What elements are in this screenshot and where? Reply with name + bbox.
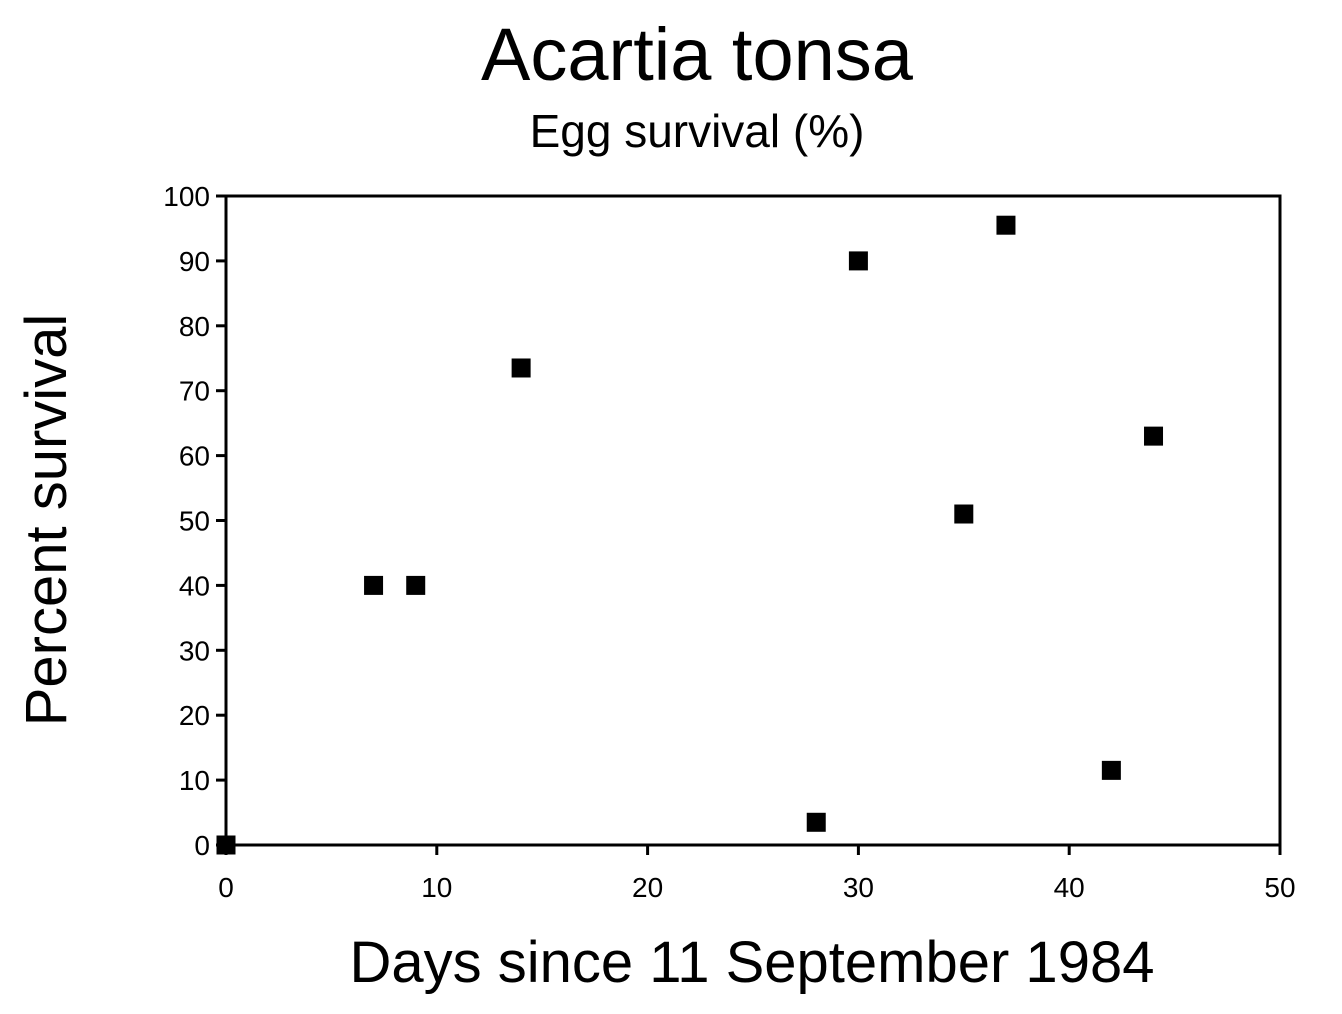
y-tick-label: 20	[179, 700, 210, 731]
data-point	[364, 575, 384, 595]
y-tick-label: 50	[179, 506, 210, 537]
data-point	[1144, 426, 1164, 446]
data-point	[1101, 760, 1121, 780]
chart-title: Acartia tonsa	[481, 13, 914, 96]
plot-frame	[224, 194, 1282, 847]
y-tick-label: 70	[179, 376, 210, 407]
x-tick-label: 10	[421, 872, 452, 903]
data-point	[216, 835, 236, 855]
y-tick-label: 80	[179, 311, 210, 342]
data-point	[806, 812, 826, 832]
y-tick-label: 100	[163, 181, 210, 212]
y-tick-label: 40	[179, 570, 210, 601]
y-tick-label: 90	[179, 246, 210, 277]
x-tick-label: 0	[218, 872, 234, 903]
data-point	[848, 251, 868, 271]
x-tick-label: 20	[632, 872, 663, 903]
y-tick-label: 0	[194, 830, 210, 861]
y-tick-label: 30	[179, 635, 210, 666]
x-tick-label: 50	[1264, 872, 1295, 903]
x-tick-label: 40	[1054, 872, 1085, 903]
data-point	[406, 575, 426, 595]
data-point	[954, 504, 974, 524]
y-axis-label: Percent survival	[14, 314, 79, 727]
chart-subtitle: Egg survival (%)	[530, 105, 865, 157]
axes: 0 10 20 30 40 50 60 70 80 90 100 0 10 20 30 40 50	[163, 181, 1295, 903]
data-point	[996, 215, 1016, 235]
x-tick-label: 30	[843, 872, 874, 903]
y-tick-label: 10	[179, 765, 210, 796]
x-axis-label: Days since 11 September 1984	[350, 930, 1155, 995]
y-tick-label: 60	[179, 441, 210, 472]
data-point	[511, 358, 531, 378]
data-points	[216, 215, 1164, 855]
